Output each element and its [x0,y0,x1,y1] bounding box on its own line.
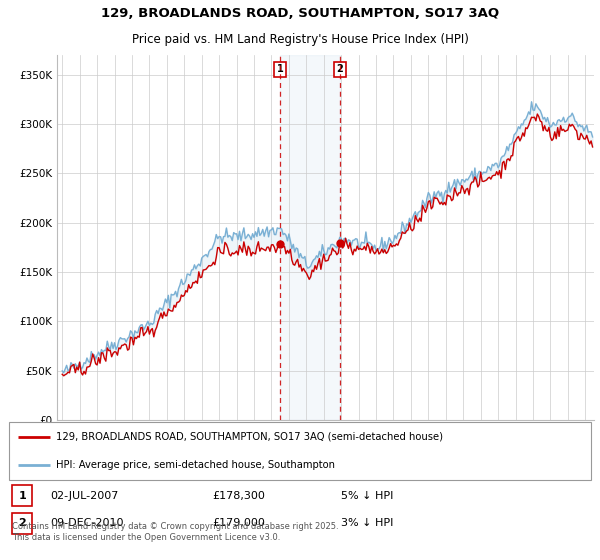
Text: 129, BROADLANDS ROAD, SOUTHAMPTON, SO17 3AQ: 129, BROADLANDS ROAD, SOUTHAMPTON, SO17 … [101,7,499,20]
FancyBboxPatch shape [12,486,32,506]
Text: 1: 1 [277,64,284,74]
Text: 5% ↓ HPI: 5% ↓ HPI [341,491,394,501]
Text: 2: 2 [18,518,26,528]
Text: 3% ↓ HPI: 3% ↓ HPI [341,518,394,528]
Text: £179,000: £179,000 [212,518,265,528]
FancyBboxPatch shape [9,422,591,480]
Text: 129, BROADLANDS ROAD, SOUTHAMPTON, SO17 3AQ (semi-detached house): 129, BROADLANDS ROAD, SOUTHAMPTON, SO17 … [56,432,443,442]
Text: HPI: Average price, semi-detached house, Southampton: HPI: Average price, semi-detached house,… [56,460,335,470]
Text: 1: 1 [18,491,26,501]
Text: 2: 2 [337,64,343,74]
Bar [280,55,340,420]
Text: Price paid vs. HM Land Registry's House Price Index (HPI): Price paid vs. HM Land Registry's House … [131,33,469,46]
Text: Contains HM Land Registry data © Crown copyright and database right 2025.
This d: Contains HM Land Registry data © Crown c… [12,522,338,542]
Text: £178,300: £178,300 [212,491,265,501]
FancyBboxPatch shape [12,513,32,534]
Text: 02-JUL-2007: 02-JUL-2007 [50,491,118,501]
Text: 09-DEC-2010: 09-DEC-2010 [50,518,124,528]
